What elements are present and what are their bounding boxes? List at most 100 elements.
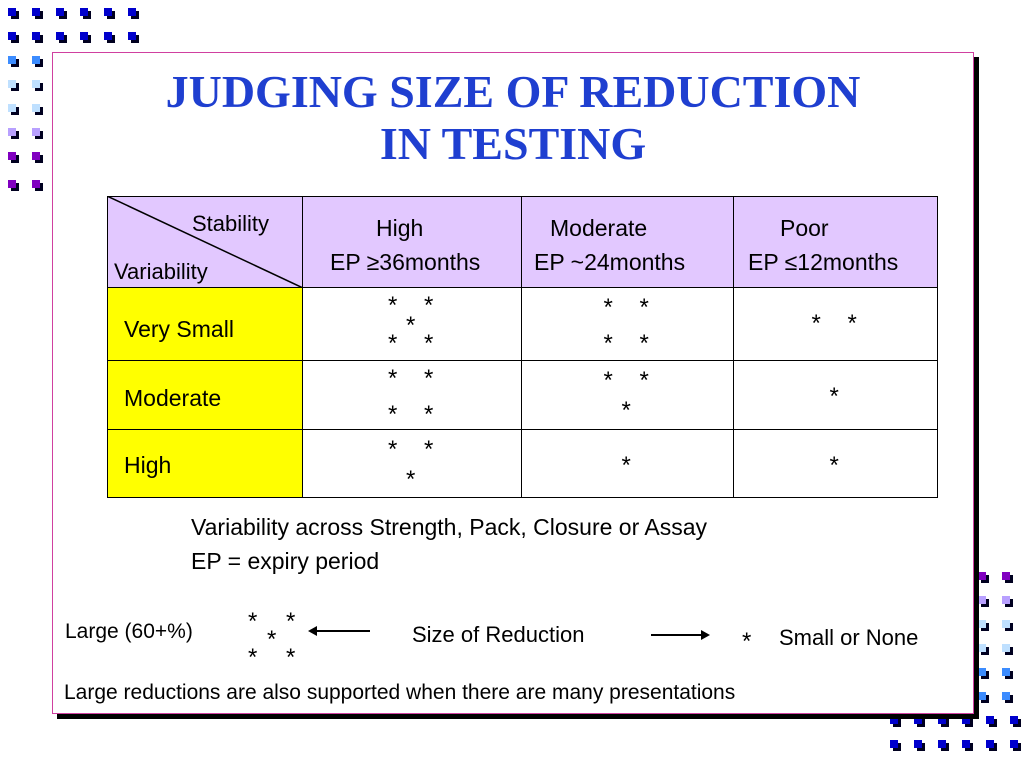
table-star: *: [424, 435, 434, 463]
legend-large-star: *: [267, 626, 277, 653]
corner-bottom-label: Variability: [114, 259, 208, 284]
decor-square: [1002, 644, 1013, 655]
decor-square: [8, 56, 19, 67]
decor-square: [32, 152, 43, 163]
decor-square: [986, 740, 997, 751]
decor-square: [8, 80, 19, 91]
arrow-right-icon: [701, 630, 710, 640]
decor-square: [32, 8, 43, 19]
decor-square: [8, 104, 19, 115]
cell-r0-c1: [521, 287, 734, 361]
decor-square: [32, 104, 43, 115]
decor-square: [32, 80, 43, 91]
decor-square: [914, 740, 925, 751]
col-header-name: Poor: [780, 215, 829, 241]
decor-square: [1002, 668, 1013, 679]
legend-small-star: *: [742, 628, 752, 655]
decor-square: [32, 32, 43, 43]
corner-cell: Stability Variability: [107, 196, 303, 288]
footer-note: Large reductions are also supported when…: [64, 681, 736, 704]
col-header-name: Moderate: [550, 215, 648, 241]
cell-r0-c2: [733, 287, 938, 361]
corner-top-label: Stability: [192, 211, 270, 236]
decor-square: [8, 152, 19, 163]
row-header-label: Very Small: [124, 316, 234, 342]
decor-square: [56, 8, 67, 19]
decor-square: [962, 740, 973, 751]
table-star: *: [406, 312, 416, 339]
decor-square: [32, 180, 43, 191]
decor-square: [80, 32, 91, 43]
table-star: *: [406, 465, 416, 493]
decor-square: [978, 620, 989, 631]
note-variability: Variability across Strength, Pack, Closu…: [191, 514, 708, 540]
decor-square: [890, 716, 901, 727]
decor-square: [1002, 572, 1013, 583]
table-star: *: [639, 367, 649, 394]
col-header-ep: EP ≤12months: [748, 249, 899, 275]
table-star: *: [388, 401, 398, 428]
col-header-ep: EP ~24months: [534, 249, 686, 275]
legend-large-star: *: [248, 644, 258, 671]
slide-title: JUDGING SIZE OF REDUCTION IN TESTING: [165, 66, 861, 169]
table-star: *: [639, 330, 649, 357]
col-header-ep: EP ≥36months: [330, 249, 481, 275]
cell-r2-c2: [733, 429, 938, 498]
table-star: *: [388, 435, 398, 463]
decor-square: [56, 32, 67, 43]
legend-size-label: Size of Reduction: [412, 622, 585, 647]
arrow-left-icon: [308, 626, 317, 636]
row-header-label: Moderate: [124, 385, 222, 411]
table-star: *: [388, 292, 398, 319]
decor-square: [978, 692, 989, 703]
legend-large-label: Large (60+%): [65, 620, 193, 643]
table-star: *: [424, 292, 434, 319]
decor-square: [8, 180, 19, 191]
decor-square: [938, 740, 949, 751]
decor-square: [978, 668, 989, 679]
legend-small-label: Small or None: [779, 625, 919, 650]
row-header-moderate: Moderate: [107, 360, 303, 430]
decor-square: [1010, 740, 1021, 751]
decor-square: [128, 32, 139, 43]
col-header-high: High EP ≥36months: [302, 196, 522, 288]
decor-square: [962, 716, 973, 727]
legend-large-star: *: [248, 608, 258, 635]
decor-square: [978, 596, 989, 607]
cell-r1-c0: [302, 360, 522, 430]
table-star: *: [639, 294, 649, 321]
decor-square: [32, 56, 43, 67]
row-header-high: High: [107, 429, 303, 498]
note-ep-definition: EP = expiry period: [191, 548, 380, 574]
table-star: *: [424, 401, 434, 428]
decor-square: [8, 8, 19, 19]
table-star: *: [829, 451, 839, 479]
table-star: *: [603, 367, 613, 394]
decor-square: [104, 8, 115, 19]
decor-square: [8, 32, 19, 43]
decor-square: [978, 572, 989, 583]
decor-square: [104, 32, 115, 43]
table-star: *: [829, 383, 839, 410]
legend-large-star: *: [286, 644, 296, 671]
col-header-name: High: [376, 215, 424, 241]
col-header-moderate: Moderate EP ~24months: [521, 196, 734, 288]
table-star: *: [847, 310, 857, 337]
decor-square: [128, 8, 139, 19]
diagonal-line: [107, 196, 303, 288]
decor-square: [32, 128, 43, 139]
decor-square: [890, 740, 901, 751]
table-star: *: [388, 365, 398, 392]
decor-square: [986, 716, 997, 727]
table-star: *: [388, 330, 398, 357]
decor-square: [914, 716, 925, 727]
table-star: *: [603, 330, 613, 357]
decor-square: [1002, 692, 1013, 703]
table-star: *: [424, 330, 434, 357]
decor-square: [1010, 716, 1021, 727]
decor-square: [1002, 620, 1013, 631]
table-star: *: [621, 397, 631, 424]
table-star: *: [424, 365, 434, 392]
decor-square: [978, 644, 989, 655]
col-header-poor: Poor EP ≤12months: [733, 196, 938, 288]
